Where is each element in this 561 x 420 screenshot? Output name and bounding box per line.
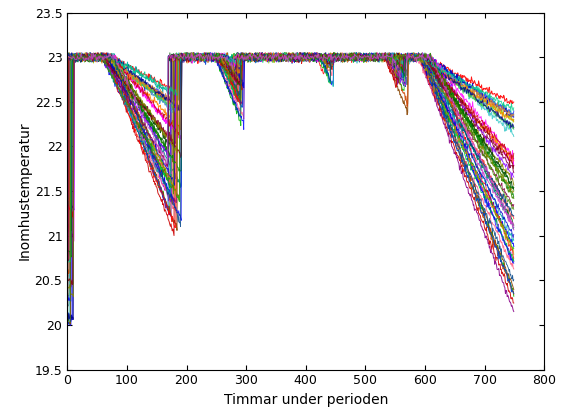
X-axis label: Timmar under perioden: Timmar under perioden	[223, 393, 388, 407]
Y-axis label: Inomhustemperatur: Inomhustemperatur	[18, 122, 32, 260]
